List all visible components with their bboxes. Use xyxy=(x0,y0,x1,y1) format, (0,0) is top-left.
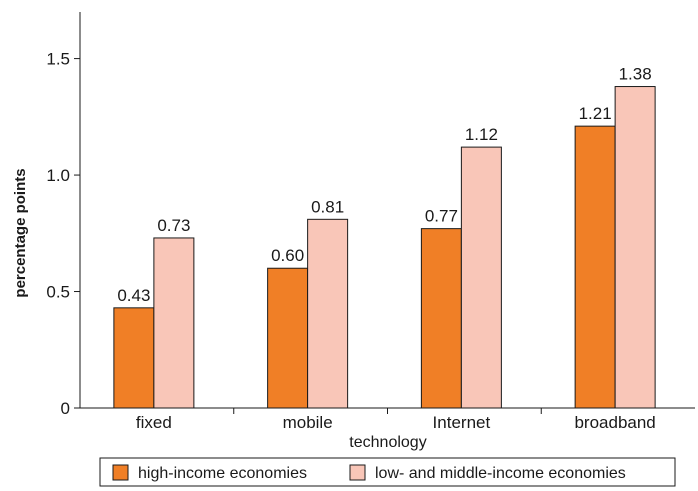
x-tick-label: fixed xyxy=(136,413,172,432)
legend-swatch-low-middle-income xyxy=(349,464,366,481)
y-tick-label: 0 xyxy=(61,399,70,418)
y-tick-label: 1.0 xyxy=(46,166,70,185)
data-label: 0.60 xyxy=(271,246,304,265)
x-axis: fixed mobile Internet broadband xyxy=(80,407,695,432)
legend-label-high-income: high-income economies xyxy=(138,465,307,482)
bar xyxy=(614,86,656,409)
bars xyxy=(113,86,656,409)
x-tick-label: Internet xyxy=(433,413,491,432)
x-axis-title: technology xyxy=(349,434,426,451)
y-axis: 0 0.5 1.0 1.5 xyxy=(46,12,81,418)
data-label: 1.12 xyxy=(465,125,498,144)
data-label: 0.81 xyxy=(311,197,344,216)
legend-frame xyxy=(99,457,676,487)
y-axis-title: percentage points xyxy=(12,168,29,297)
legend-label-low-middle-income: low- and middle-income economies xyxy=(375,465,626,482)
data-label: 0.73 xyxy=(157,216,190,235)
x-tick-label: mobile xyxy=(283,413,333,432)
legend-swatch-high-income xyxy=(112,464,129,481)
bar xyxy=(307,218,349,409)
legend: high-income economies low- and middle-in… xyxy=(99,457,676,487)
data-label: 0.77 xyxy=(425,207,458,226)
y-tick-label: 1.5 xyxy=(46,50,70,69)
data-label: 0.43 xyxy=(117,286,150,305)
y-tick-label: 0.5 xyxy=(46,283,70,302)
bar xyxy=(420,228,462,409)
data-label: 1.21 xyxy=(579,104,612,123)
x-tick-label: broadband xyxy=(574,413,655,432)
bar xyxy=(113,307,155,409)
bar xyxy=(574,125,616,409)
bar xyxy=(267,267,309,409)
bar xyxy=(153,237,195,409)
data-labels: 0.43 0.73 0.60 0.81 0.77 1.12 1.21 1.38 xyxy=(117,65,651,305)
bar xyxy=(460,146,502,409)
data-label: 1.38 xyxy=(619,65,652,84)
